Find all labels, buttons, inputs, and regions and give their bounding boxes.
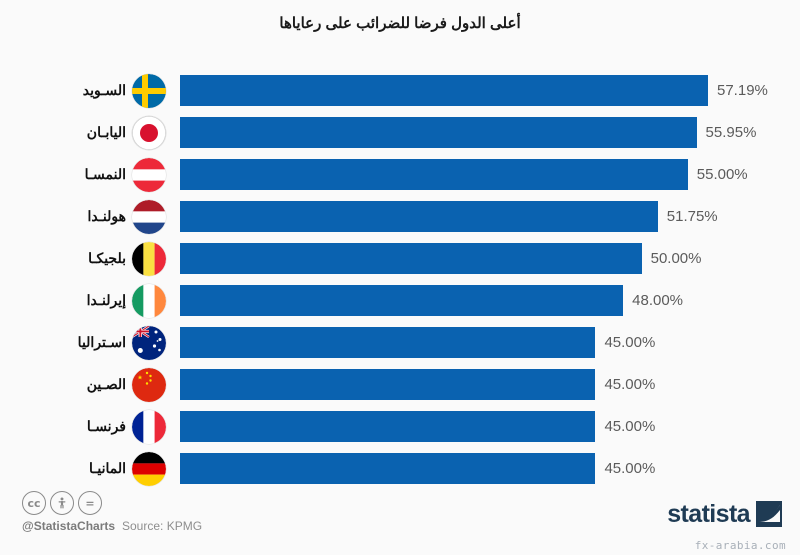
bar-row: بلجيكـا 50.00%	[0, 240, 800, 282]
bar-value-label: 45.00%	[604, 460, 656, 477]
flag-france-icon	[132, 410, 166, 444]
statista-wordmark: statista	[667, 499, 750, 528]
creative-commons-icons: cc =	[22, 491, 102, 515]
country-label: بلجيكـا	[88, 250, 126, 266]
cc-icon: cc	[22, 491, 46, 515]
flag-ireland-icon	[132, 284, 166, 318]
bar-track: 55.95%	[180, 117, 800, 148]
bar-track: 51.75%	[180, 201, 800, 232]
bar-chart-plot-area: السـويد 57.19% اليابـان 55.95% النمسـا 55.00%…	[0, 72, 800, 486]
flag-sweden-icon	[132, 74, 166, 108]
bar-track: 45.00%	[180, 369, 800, 400]
bar-track: 45.00%	[180, 453, 800, 484]
country-flag	[132, 158, 166, 192]
bar-row: اليابـان 55.95%	[0, 114, 800, 156]
country-flag	[132, 116, 166, 150]
country-label: السـويد	[82, 82, 126, 98]
bar-value-label: 51.75%	[666, 208, 718, 225]
bar	[180, 201, 658, 232]
flag-japan-icon	[132, 116, 166, 150]
statista-mark-icon	[756, 501, 782, 527]
cc-nd-icon: =	[78, 491, 102, 515]
bar-value-label: 45.00%	[604, 418, 656, 435]
bar-row: المانيـا 45.00%	[0, 450, 800, 492]
country-flag	[132, 452, 166, 486]
bar	[180, 75, 708, 106]
bar-row: اسـتراليا 45.00%	[0, 324, 800, 366]
chart-footer: cc = @StatistaCharts Source: KPMG statis…	[0, 483, 800, 555]
country-flag	[132, 410, 166, 444]
country-label: المانيـا	[88, 460, 126, 476]
country-flag	[132, 326, 166, 360]
bar-row: النمسـا 55.00%	[0, 156, 800, 198]
country-label: الصـين	[86, 376, 126, 392]
country-flag	[132, 74, 166, 108]
bar-row: السـويد 57.19%	[0, 72, 800, 114]
bar-value-label: 55.95%	[705, 124, 757, 141]
country-flag	[132, 368, 166, 402]
bar	[180, 327, 596, 358]
statista-logo: statista	[667, 501, 782, 527]
bar-track: 45.00%	[180, 327, 800, 358]
chart-title: أعلى الدول فرضا للضرائب على رعاياها	[279, 15, 521, 32]
bar	[180, 285, 624, 316]
country-label: اسـتراليا	[77, 334, 126, 350]
flag-germany-icon	[132, 452, 166, 486]
country-label: اليابـان	[86, 124, 126, 140]
bar-value-label: 57.19%	[717, 82, 768, 99]
chart-source: Source: KPMG	[122, 519, 203, 533]
bar-row: هولنـدا 51.75%	[0, 198, 800, 240]
bar-value-label: 45.00%	[604, 334, 656, 351]
statista-charts-handle: @StatistaCharts	[22, 519, 116, 533]
bar-track: 50.00%	[180, 243, 800, 274]
bar-value-label: 50.00%	[650, 250, 702, 267]
bar-value-label: 45.00%	[604, 376, 656, 393]
country-label: النمسـا	[84, 166, 126, 182]
flag-belgium-icon	[132, 242, 166, 276]
country-flag	[132, 200, 166, 234]
flag-australia-icon	[132, 326, 166, 360]
country-label: فرنسـا	[86, 418, 126, 434]
bar	[180, 411, 596, 442]
bar	[180, 117, 697, 148]
bar-track: 45.00%	[180, 411, 800, 442]
bar-row: فرنسـا 45.00%	[0, 408, 800, 450]
bar-row: إيرلنـدا 48.00%	[0, 282, 800, 324]
bar-track: 57.19%	[180, 75, 800, 106]
cc-by-icon	[50, 491, 74, 515]
bar-value-label: 48.00%	[632, 292, 684, 309]
flag-austria-icon	[132, 158, 166, 192]
bar-row: الصـين 45.00%	[0, 366, 800, 408]
bar	[180, 243, 642, 274]
bar	[180, 453, 596, 484]
site-watermark: fx-arabia.com	[694, 539, 786, 552]
bar-track: 55.00%	[180, 159, 800, 190]
flag-netherlands-icon	[132, 200, 166, 234]
country-label: إيرلنـدا	[86, 292, 126, 308]
country-flag	[132, 242, 166, 276]
country-flag	[132, 284, 166, 318]
bar	[180, 159, 688, 190]
country-label: هولنـدا	[87, 208, 126, 224]
flag-china-icon	[132, 368, 166, 402]
bar	[180, 369, 596, 400]
bar-value-label: 55.00%	[696, 166, 748, 183]
bar-track: 48.00%	[180, 285, 800, 316]
